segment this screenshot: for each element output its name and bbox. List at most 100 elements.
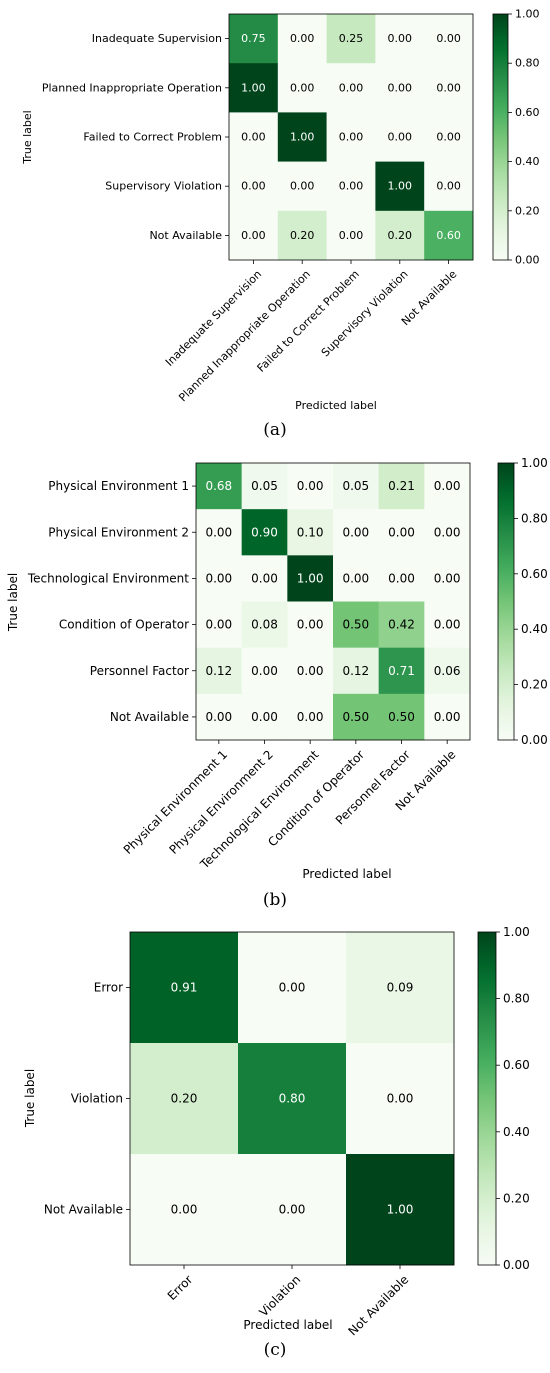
cell-value-r5-c2: 0.00 xyxy=(297,710,324,724)
cell-r2-c1 xyxy=(277,112,327,162)
caption-b: (b) xyxy=(262,890,288,910)
cell-r4-c2 xyxy=(287,647,334,695)
x-tick-label: Error xyxy=(165,1272,196,1303)
x-tick-label: Inadequate Supervision xyxy=(163,268,264,369)
cell-value-r3-c4: 0.00 xyxy=(436,180,461,193)
colorbar-tick-label: 0.00 xyxy=(521,733,548,747)
cell-value-r1-c4: 0.00 xyxy=(436,81,461,94)
cell-r4-c5 xyxy=(424,647,471,695)
cell-value-r4-c1: 0.20 xyxy=(290,229,315,242)
colorbar-tick-label: 1.00 xyxy=(521,456,548,470)
cell-r2-c3 xyxy=(375,112,425,162)
cell-value-r2-c0: 0.00 xyxy=(171,1203,198,1217)
cell-value-r1-c3: 0.00 xyxy=(342,525,369,539)
heatmap-c-svg: 0.91 0.00 0.09 0.20 0.80 0.00 0.00 0.00 1.00 Erro… xyxy=(23,925,530,1338)
cell-r2-c1 xyxy=(238,1154,347,1266)
y-tick-label: Not Available xyxy=(110,710,189,724)
caption-a: (a) xyxy=(263,420,287,440)
cell-r2-c2 xyxy=(326,112,376,162)
cell-value-r5-c3: 0.50 xyxy=(342,710,369,724)
cell-r1-c5 xyxy=(424,509,471,556)
cell-value-r4-c3: 0.20 xyxy=(388,229,413,242)
x-axis-label: Predicted label xyxy=(295,399,377,412)
cell-r2-c4 xyxy=(424,112,474,162)
cell-value-r3-c0: 0.00 xyxy=(205,618,232,632)
cell-value-r4-c5: 0.06 xyxy=(434,664,461,678)
cell-value-r1-c1: 0.80 xyxy=(279,1092,306,1106)
cell-value-r2-c3: 0.00 xyxy=(342,571,369,585)
x-axis-label: Predicted label xyxy=(243,1318,332,1332)
cell-value-r2-c0: 0.00 xyxy=(205,571,232,585)
y-axis-label: True label xyxy=(21,110,34,164)
cell-value-r1-c2: 0.00 xyxy=(339,81,364,94)
cell-value-r5-c1: 0.00 xyxy=(251,710,278,724)
cell-r1-c1 xyxy=(277,63,327,113)
matrix: 0.68 0.05 0.00 0.05 0.21 0.00 0.00 0.90 0.10 0.00… xyxy=(196,463,471,741)
colorbar-tick-label: 0.80 xyxy=(521,511,548,525)
cell-value-r1-c5: 0.00 xyxy=(434,525,461,539)
cell-value-r0-c0: 0.68 xyxy=(205,479,232,493)
cell-r2-c1 xyxy=(241,555,288,602)
cell-r3-c1 xyxy=(277,161,327,212)
cell-r1-c3 xyxy=(333,509,379,556)
cell-value-r5-c0: 0.00 xyxy=(205,710,232,724)
cell-r5-c5 xyxy=(424,693,471,741)
cell-value-r4-c2: 0.00 xyxy=(339,229,364,242)
colorbar-tick-label: 0.60 xyxy=(515,106,540,119)
cell-r4-c0 xyxy=(196,647,242,695)
cell-r0-c3 xyxy=(375,14,425,64)
x-tick-label: Supervisory Violation xyxy=(319,268,411,360)
cell-r2-c2 xyxy=(287,555,334,602)
y-tick-label: Technological Environment xyxy=(27,571,189,585)
cell-r1-c2 xyxy=(287,509,334,556)
colorbar-tick-label: 0.20 xyxy=(503,1191,530,1205)
cell-value-r2-c4: 0.00 xyxy=(388,571,415,585)
cell-r0-c2 xyxy=(346,932,455,1044)
cell-value-r4-c4: 0.60 xyxy=(436,229,461,242)
cell-value-r0-c0: 0.75 xyxy=(241,32,266,45)
cell-value-r1-c3: 0.00 xyxy=(388,81,413,94)
cell-r1-c1 xyxy=(241,509,288,556)
y-tick-label: Physical Environment 2 xyxy=(48,525,189,539)
colorbar-tick-label: 0.00 xyxy=(503,1258,530,1272)
cell-r1-c2 xyxy=(346,1043,455,1155)
cell-value-r3-c4: 0.42 xyxy=(388,618,415,632)
cell-value-r0-c3: 0.00 xyxy=(388,32,413,45)
cell-value-r3-c0: 0.00 xyxy=(241,180,266,193)
cell-value-r1-c0: 0.20 xyxy=(171,1092,198,1106)
cell-value-r4-c3: 0.12 xyxy=(342,664,369,678)
cell-r0-c2 xyxy=(287,463,334,510)
cell-value-r0-c0: 0.91 xyxy=(171,981,198,995)
cell-r1-c0 xyxy=(196,509,242,556)
heatmap-a-svg: 0.75 0.00 0.25 0.00 0.00 1.00 0.00 0.00 0.00 0.00… xyxy=(21,8,540,413)
cell-r3-c0 xyxy=(196,601,242,648)
cell-r4-c1 xyxy=(241,647,288,695)
cell-r1-c4 xyxy=(378,509,425,556)
cell-r1-c0 xyxy=(229,63,279,113)
colorbar-tick-label: 0.80 xyxy=(503,992,530,1006)
cell-r2-c0 xyxy=(196,555,242,602)
cell-value-r2-c3: 0.00 xyxy=(388,131,413,144)
colorbar-tick-label: 0.40 xyxy=(503,1125,530,1139)
cell-r4-c3 xyxy=(333,647,379,695)
colorbar xyxy=(497,462,515,741)
cell-r3-c1 xyxy=(241,601,288,648)
heatmap-b-svg: 0.68 0.05 0.00 0.05 0.21 0.00 0.00 0.90 0.10 0.00… xyxy=(6,456,548,881)
cell-value-r5-c5: 0.00 xyxy=(434,710,461,724)
cell-value-r3-c3: 1.00 xyxy=(388,180,413,193)
y-tick-label: Failed to Correct Problem xyxy=(83,131,222,144)
cell-value-r4-c0: 0.12 xyxy=(205,664,232,678)
y-tick-label: Personnel Factor xyxy=(90,664,189,678)
cell-r1-c2 xyxy=(326,63,376,113)
colorbar-tick-label: 0.60 xyxy=(503,1058,530,1072)
matrix-frame xyxy=(195,462,471,741)
cell-r5-c3 xyxy=(333,693,379,741)
cell-value-r2-c1: 1.00 xyxy=(290,131,315,144)
cell-r2-c3 xyxy=(333,555,379,602)
colorbar-tick-label: 0.60 xyxy=(521,567,548,581)
cell-value-r2-c1: 0.00 xyxy=(279,1203,306,1217)
cell-value-r2-c4: 0.00 xyxy=(436,131,461,144)
y-tick-label: Supervisory Violation xyxy=(105,180,222,193)
cell-r0-c4 xyxy=(378,463,425,510)
cell-value-r0-c4: 0.00 xyxy=(436,32,461,45)
